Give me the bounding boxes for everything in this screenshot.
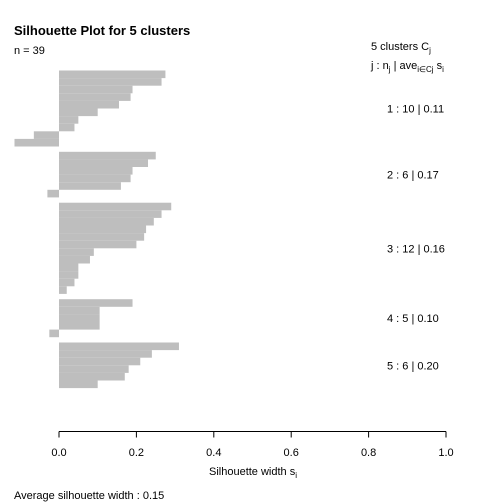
header-line2-mid: | ave (391, 60, 418, 72)
silhouette-bar-c4-2 (59, 306, 100, 315)
silhouette-bar-c4-3 (59, 314, 100, 322)
silhouette-bar-c5-6 (59, 380, 98, 389)
silhouette-bar-c1-7 (59, 116, 79, 124)
x-axis-label-sub: i (295, 471, 297, 480)
silhouette-bar-c2-2 (59, 159, 149, 167)
silhouette-bar-c1-4 (59, 93, 131, 101)
silhouette-bar-c5-3 (59, 357, 141, 366)
header-line1: 5 clusters Cj (371, 41, 431, 55)
header-line2: j : nj | avei∈Cj si (370, 60, 444, 74)
bars-group (14, 70, 179, 389)
silhouette-bar-c3-7 (59, 248, 94, 256)
silhouette-bar-c3-11 (59, 278, 75, 287)
silhouette-bar-c3-9 (59, 263, 79, 272)
silhouette-bar-c4-1 (59, 299, 133, 307)
silhouette-bar-c3-6 (59, 240, 137, 249)
silhouette-bar-c2-6 (47, 189, 59, 198)
silhouette-bar-c2-1 (59, 151, 156, 160)
x-axis-label-main: Silhouette width s (209, 466, 296, 478)
cluster-label-4: 4 : 5 | 0.10 (387, 313, 439, 325)
x-axis-label: Silhouette width si (209, 466, 297, 480)
silhouette-bar-c3-3 (59, 217, 154, 226)
silhouette-bar-c1-8 (59, 123, 75, 132)
silhouette-bar-c3-1 (59, 202, 172, 211)
x-tick-label-4: 0.8 (361, 447, 376, 459)
silhouette-bar-c1-9 (33, 131, 59, 139)
cluster-label-2: 2 : 6 | 0.17 (387, 170, 439, 182)
silhouette-bar-c3-4 (59, 225, 147, 234)
x-axis-ticks: 0.0 0.2 0.4 0.6 0.8 1.0 (51, 431, 454, 459)
silhouette-bar-c5-1 (59, 342, 179, 351)
silhouette-bar-c4-4 (59, 322, 100, 330)
x-tick-label-3: 0.6 (284, 447, 299, 459)
chart-title: Silhouette Plot for 5 clusters (14, 23, 190, 38)
x-tick-label-2: 0.4 (206, 447, 221, 459)
silhouette-bar-c1-5 (59, 100, 119, 109)
silhouette-bar-c2-4 (59, 174, 131, 183)
silhouette-bar-c3-12 (59, 286, 67, 294)
silhouette-bar-c3-5 (59, 233, 145, 241)
silhouette-bar-c1-3 (59, 85, 133, 94)
cluster-label-5: 5 : 6 | 0.20 (387, 360, 439, 372)
silhouette-bar-c2-5 (59, 182, 121, 190)
silhouette-bar-c1-2 (59, 78, 162, 86)
cluster-label-1: 1 : 10 | 0.11 (387, 104, 444, 116)
header-line2-sub1: j (388, 65, 391, 74)
x-tick-label-0: 0.0 (51, 447, 66, 459)
header-line1-sub: j (428, 46, 431, 55)
silhouette-bar-c3-8 (59, 255, 90, 264)
header-line1-prefix: 5 clusters C (371, 41, 429, 53)
header-line2-sub3: i (442, 65, 444, 74)
average-silhouette-width: Average silhouette width : 0.15 (14, 490, 164, 502)
n-label: n = 39 (14, 45, 45, 57)
header-line2-suffix: s (434, 60, 443, 72)
cluster-label-3: 3 : 12 | 0.16 (387, 243, 445, 255)
silhouette-bar-c5-4 (59, 365, 129, 373)
silhouette-bar-c1-6 (59, 108, 98, 117)
silhouette-bar-c4-5 (49, 329, 59, 338)
cluster-labels-group: 1 : 10 | 0.11 2 : 6 | 0.17 3 : 12 | 0.16 4 … (387, 104, 445, 373)
x-tick-label-1: 0.2 (129, 447, 144, 459)
silhouette-bar-c3-2 (59, 210, 162, 218)
silhouette-bar-c2-3 (59, 167, 133, 175)
header-line2-prefix: j : n (370, 60, 389, 72)
x-tick-label-5: 1.0 (438, 447, 453, 459)
silhouette-bar-c1-1 (59, 70, 166, 79)
silhouette-bar-c1-10 (14, 138, 60, 147)
silhouette-bar-c3-10 (59, 271, 79, 279)
silhouette-bar-c5-2 (59, 350, 152, 358)
header-line2-sub2: i∈Cj (417, 65, 434, 74)
silhouette-bar-c5-5 (59, 372, 125, 381)
